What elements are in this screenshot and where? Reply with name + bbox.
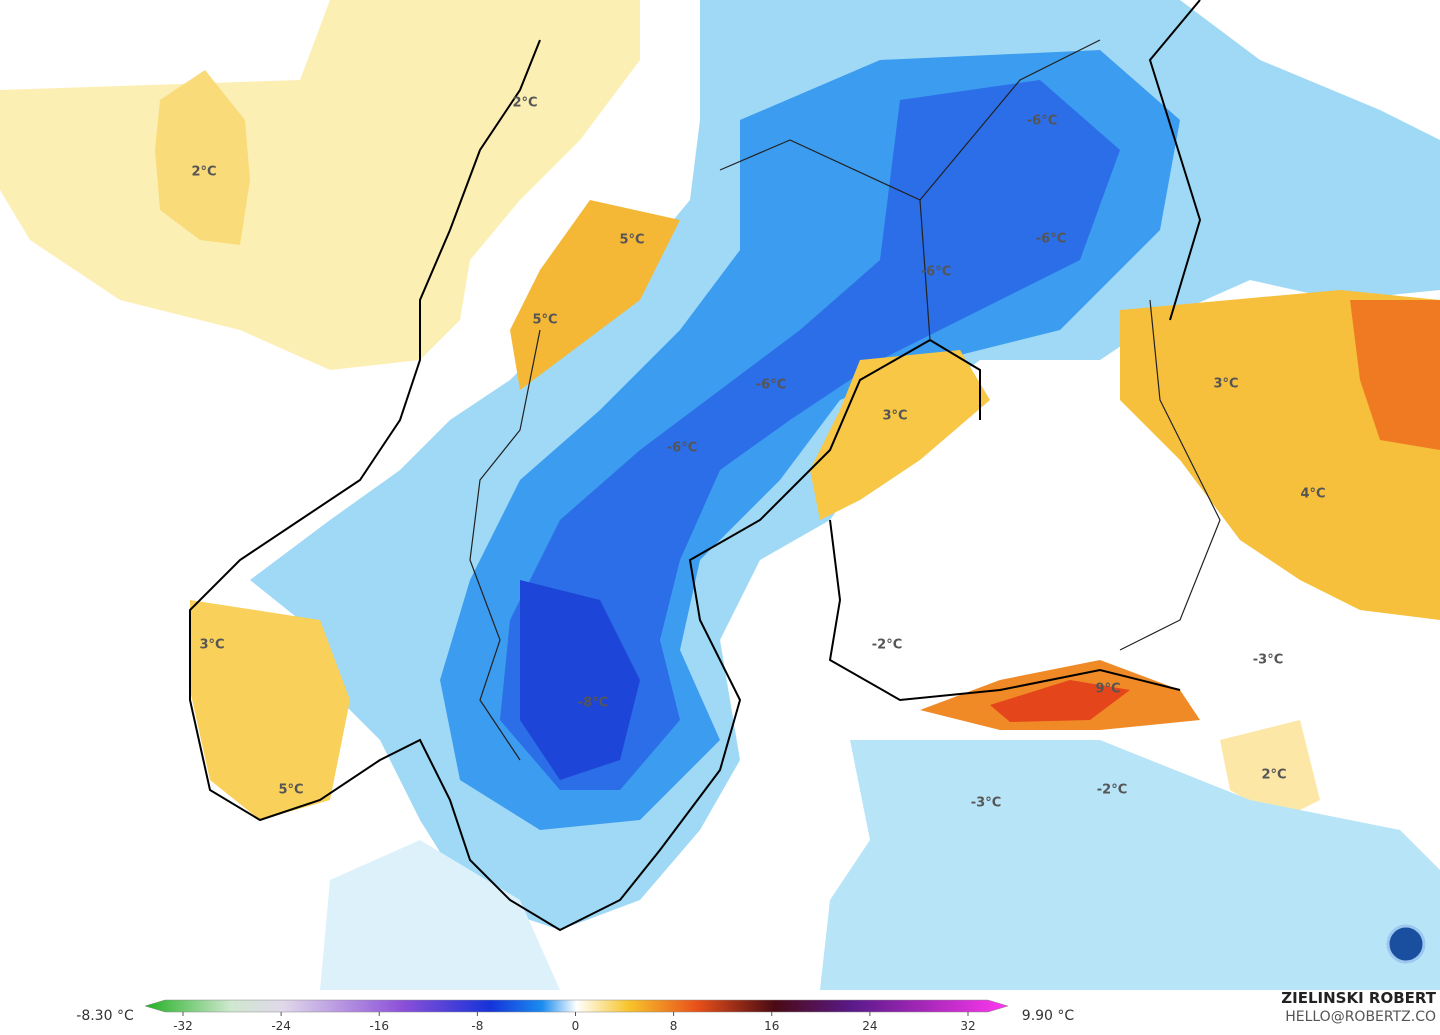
contour-label: 5°C	[532, 313, 557, 328]
colorbar-tick-label: -8	[471, 1019, 483, 1033]
cold-area	[320, 840, 560, 990]
contour-label: 3°C	[1213, 377, 1238, 392]
contour-label: 2°C	[191, 165, 216, 180]
border	[469, 39, 1221, 761]
colorbar: -8.30 °C 9.90 °C ZIELINSKI ROBERT HELLO@…	[0, 989, 1440, 1035]
noaa-logo	[1386, 924, 1426, 964]
colorbar-tick-label: 0	[572, 1019, 580, 1033]
warm-area	[155, 70, 250, 245]
contour-label: -6°C	[921, 265, 951, 280]
email: HELLO@ROBERTZ.CO	[1285, 1009, 1436, 1025]
contour-label: -8°C	[578, 696, 608, 711]
max-value: 9.90 °C	[1022, 1008, 1075, 1024]
min-value: -8.30 °C	[76, 1008, 134, 1024]
coastline	[189, 0, 1202, 932]
cold-core	[520, 580, 640, 780]
contour-label: 3°C	[199, 638, 224, 653]
footer	[0, 990, 1440, 1035]
hot-area	[990, 680, 1130, 722]
hot-area	[1350, 300, 1440, 450]
warm-area	[0, 0, 640, 370]
colorbar-tick-label: 24	[862, 1019, 877, 1033]
cold-area	[820, 740, 1440, 990]
warm-area	[510, 200, 680, 390]
colorbar-tick-label: -24	[271, 1019, 291, 1033]
contour-label: -2°C	[1097, 783, 1127, 798]
contour-label: 4°C	[1300, 487, 1325, 502]
contour-label: 5°C	[619, 233, 644, 248]
contour-label: -3°C	[1253, 653, 1283, 668]
warm-area	[190, 600, 350, 820]
contour-label: -6°C	[1027, 114, 1057, 129]
map-labels: 2°C 2°C 5°C 5°C -6°C -6°C -6°C -6°C -6°C…	[191, 96, 1325, 811]
warm-area	[1220, 720, 1320, 820]
contour-label: -6°C	[756, 378, 786, 393]
contour-label: 2°C	[1261, 768, 1286, 783]
contour-label: 3°C	[882, 409, 907, 424]
contour-label: 2°C	[512, 96, 537, 111]
map-field	[0, 0, 1440, 990]
colorbar-tick-label: 8	[670, 1019, 678, 1033]
colorbar-ramp	[144, 999, 1009, 1013]
contour-label: -6°C	[667, 441, 697, 456]
contour-label: -6°C	[1036, 232, 1066, 247]
cold-core	[500, 80, 1120, 790]
colorbar-tick-label: 16	[764, 1019, 779, 1033]
contour-label: 5°C	[278, 783, 303, 798]
colorbar-tick-label: -16	[369, 1019, 389, 1033]
colorbar-tick-label: -32	[173, 1019, 193, 1033]
contour-label: 9°C	[1095, 682, 1120, 697]
author: ZIELINSKI ROBERT	[1281, 989, 1436, 1007]
contour-label: -2°C	[872, 638, 902, 653]
contour-label: -3°C	[971, 796, 1001, 811]
colorbar-tick-label: 32	[960, 1019, 975, 1033]
